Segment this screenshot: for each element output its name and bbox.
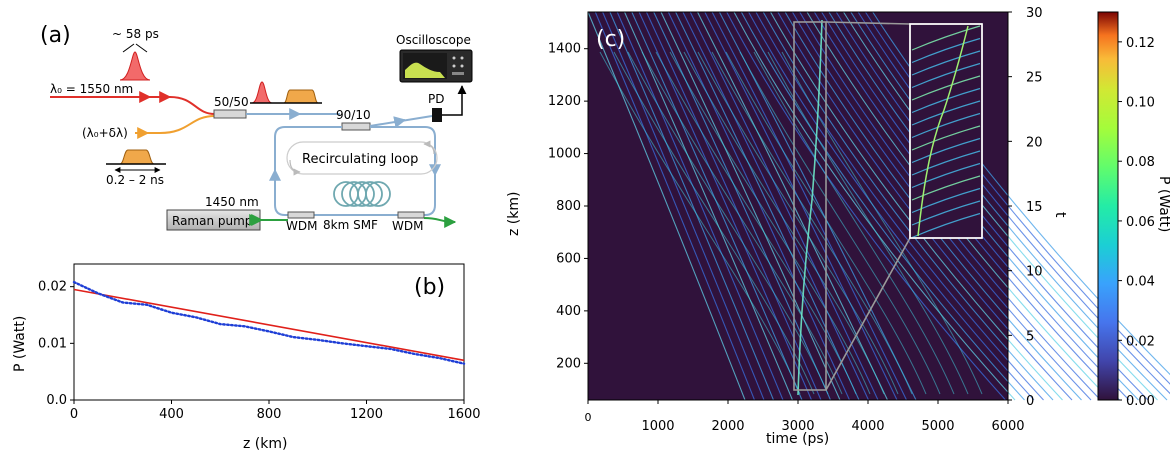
fit-line (73, 288, 465, 362)
colorbar-tick: 0.02 (1126, 334, 1155, 349)
oscilloscope-label: Oscilloscope (396, 33, 471, 47)
combined-pulse-icon (250, 81, 322, 104)
orange-input-fiber (135, 115, 216, 134)
panel-c-right-tick: 30 (1026, 6, 1043, 21)
panel-b-power-chart: (b) 0 400 800 1200 1600 0.0 0.01 0.02 z (km) P… (12, 263, 481, 452)
panel-a-label: (a) (40, 23, 71, 48)
panel-a-setup-diagram: (a) ~ 58 ps λ₀ = 1550 nm (λ₀+δλ) 0.2 – 2… (40, 23, 473, 233)
coupler-90-10-label: 90/10 (336, 108, 371, 122)
panel-b-xtick: 1600 (447, 407, 480, 422)
oscilloscope-icon (399, 49, 473, 83)
pulse-width-label: ~ 58 ps (112, 27, 159, 41)
panel-c-xtick: 4000 (851, 419, 884, 434)
recirculating-loop-label: Recirculating loop (302, 152, 418, 167)
panel-c-xtick: 3000 (781, 419, 814, 434)
colorbar-tick: 0.08 (1126, 155, 1155, 170)
panel-b-ylabel: P (Watt) (12, 316, 28, 372)
zoom-projection-lines (825, 21, 911, 391)
panel-c-right-tick: 15 (1026, 200, 1043, 215)
wdm-left-label: WDM (286, 219, 317, 233)
panel-b-ytick: 0.01 (38, 336, 67, 351)
panel-c-ytick: 600 (556, 251, 581, 266)
panel-c-xtick: 1000 (641, 419, 674, 434)
panel-b-label: (b) (414, 275, 445, 300)
zoom-inset (909, 23, 983, 239)
panel-c-right-axis-label: t (1052, 212, 1068, 218)
panel-b-xtick: 400 (159, 407, 184, 422)
panel-c-ytick: 400 (556, 304, 581, 319)
panel-c-right-tick: 20 (1026, 135, 1043, 150)
panel-c-ylabel: z (km) (506, 192, 522, 236)
coupler-50-50-label: 50/50 (214, 95, 249, 109)
coupler-90-10 (341, 122, 371, 131)
red-input-fiber (50, 90, 216, 115)
zoom-region-box (793, 21, 827, 391)
panel-c-xlabel: time (ps) (766, 431, 829, 447)
pump-wavelength-label: 1450 nm (205, 195, 259, 209)
panel-b-ytick: 0.02 (38, 280, 67, 295)
panel-c-xtick: 2000 (711, 419, 744, 434)
panel-c-xtick: 0 (585, 411, 592, 424)
panel-c-label: (c) (596, 27, 625, 52)
photodiode-icon (432, 85, 467, 122)
short-pulse-icon (119, 43, 151, 81)
wdm-right-label: WDM (392, 219, 423, 233)
measured-power-dots (72, 280, 466, 365)
lambda0-label: λ₀ = 1550 nm (50, 82, 133, 96)
colorbar-label: P (Watt) (1156, 176, 1170, 232)
panel-c-xtick: 5000 (921, 419, 954, 434)
colorbar (1097, 11, 1119, 401)
panel-c-right-tick: 0 (1026, 394, 1034, 409)
colorbar-tick: 0.12 (1126, 36, 1155, 51)
long-pulse-icon (106, 149, 166, 173)
pulse-range-label: 0.2 – 2 ns (106, 173, 164, 187)
fiber-label: 8km SMF (323, 218, 378, 232)
raman-pump-label: Raman pump (172, 214, 252, 228)
panel-b-xtick: 800 (257, 407, 282, 422)
colorbar-tick: 0.10 (1126, 96, 1155, 111)
colorbar-tick: 0.04 (1126, 275, 1155, 290)
panel-c-right-tick: 25 (1026, 71, 1043, 86)
panel-c-ytick: 1400 (548, 42, 581, 57)
photodiode-label: PD (428, 92, 444, 106)
panel-c-right-tick: 5 (1026, 329, 1034, 344)
panel-c-right-tick: 10 (1026, 265, 1043, 280)
panel-c-ytick: 1000 (548, 147, 581, 162)
fiber-spool-icon (333, 181, 391, 207)
panel-c-ytick: 1200 (548, 94, 581, 109)
panel-c-xtick: 6000 (991, 419, 1024, 434)
colorbar-tick: 0.06 (1126, 215, 1155, 230)
coupler-50-50 (213, 109, 247, 119)
panel-b-xtick: 0 (70, 407, 78, 422)
zoom-inset-trajectories (911, 25, 981, 239)
panel-b-ytick: 0.0 (46, 393, 67, 408)
lambda-shift-label: (λ₀+δλ) (82, 126, 128, 140)
wdm-left (287, 211, 315, 219)
colorbar-tick: 0.00 (1126, 394, 1155, 409)
panel-c-ytick: 800 (556, 199, 581, 214)
wdm-right (397, 211, 425, 219)
panel-b-xtick: 1200 (350, 407, 383, 422)
panel-c-ytick: 200 (556, 356, 581, 371)
panel-b-xlabel: z (km) (243, 436, 287, 452)
